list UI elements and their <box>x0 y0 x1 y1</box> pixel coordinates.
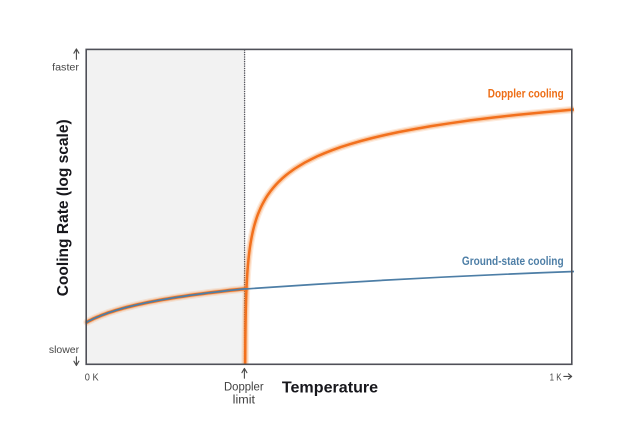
svg-text:slower: slower <box>49 345 80 356</box>
svg-text:Ground-state cooling: Ground-state cooling <box>462 254 564 268</box>
svg-text:Doppler: Doppler <box>224 381 264 393</box>
svg-text:faster: faster <box>52 63 80 74</box>
svg-text:1 K: 1 K <box>550 372 562 383</box>
svg-text:Temperature: Temperature <box>282 379 379 396</box>
svg-text:Doppler cooling: Doppler cooling <box>488 86 564 100</box>
svg-text:Cooling Rate (log scale): Cooling Rate (log scale) <box>55 119 72 296</box>
svg-text:limit: limit <box>233 395 256 407</box>
svg-text:0 K: 0 K <box>85 372 99 383</box>
